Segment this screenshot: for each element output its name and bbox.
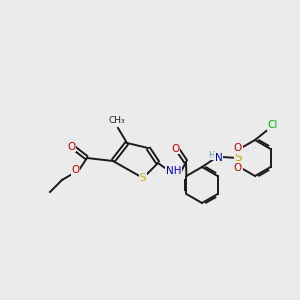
Text: O: O <box>171 143 179 154</box>
Text: O: O <box>234 143 242 153</box>
Text: O: O <box>234 163 242 173</box>
Text: NH: NH <box>166 167 181 176</box>
Text: Cl: Cl <box>268 120 278 130</box>
Text: O: O <box>71 165 80 175</box>
Text: CH₃: CH₃ <box>108 116 125 125</box>
Text: H: H <box>208 151 215 160</box>
Text: S: S <box>140 173 146 183</box>
Text: N: N <box>214 153 222 163</box>
Text: O: O <box>67 142 75 152</box>
Text: S: S <box>234 152 242 164</box>
